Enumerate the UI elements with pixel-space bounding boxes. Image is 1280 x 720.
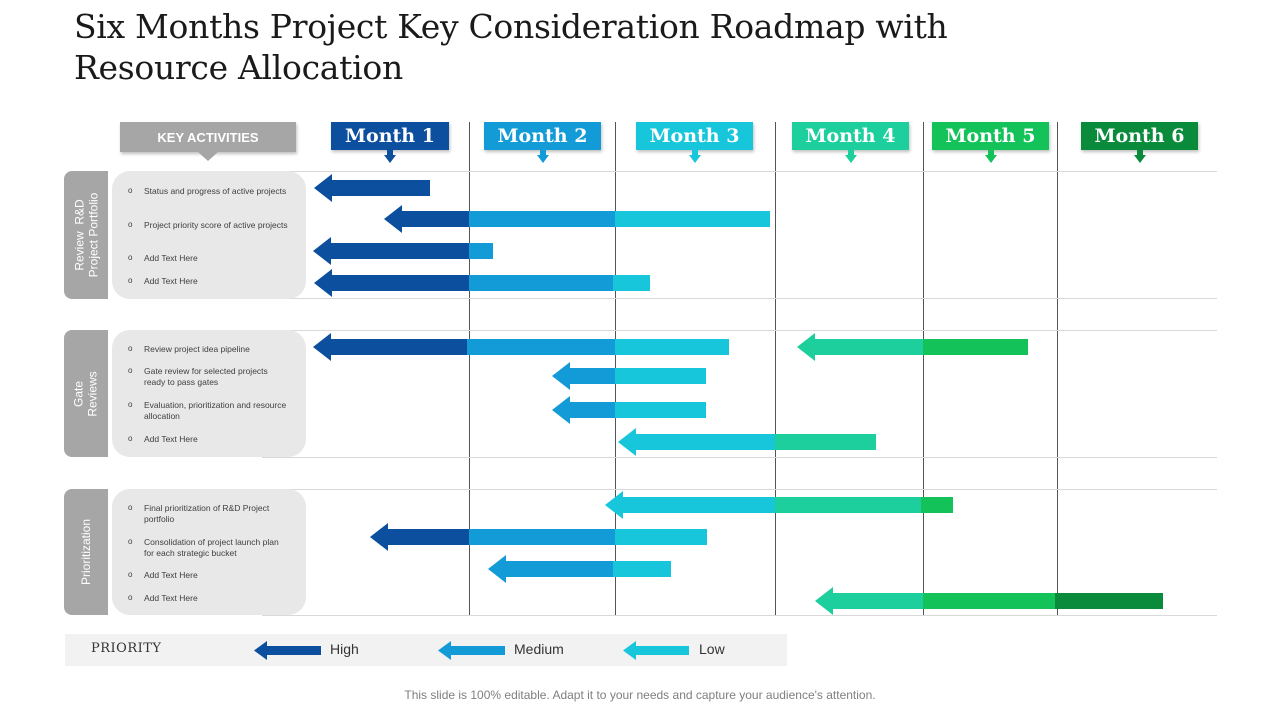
legend-medium-label: Medium [514,641,564,657]
divider-month-4-5 [923,122,924,615]
row-divider [262,171,1217,172]
month-3-header: Month 3 [636,122,753,163]
key-activities-header: KEY ACTIVITIES [120,122,296,161]
list-item: Add Text Here [128,433,288,445]
month-2-header: Month 2 [484,122,601,163]
list-item: Status and progress of active projects [128,185,288,197]
list-item: Gate review for selected projects ready … [128,365,288,388]
month-4-header: Month 4 [792,122,909,163]
gantt-arrow [815,587,1163,615]
gantt-arrow [605,491,953,519]
gantt-arrow [370,523,707,551]
section-label-prioritization: Prioritization [64,489,108,615]
gantt-arrow [313,237,493,265]
section-label-gate-reviews: Gate Reviews [64,330,108,457]
divider-month-3-4 [775,122,776,615]
slide-title: Six Months Project Key Consideration Roa… [74,7,948,87]
list-item: Add Text Here [128,592,288,604]
section-label-review-portfolio: Review R&D Project Portfolio [64,171,108,299]
list-item: Evaluation, prioritization and resource … [128,399,288,422]
list-item: Review project idea pipeline [128,343,288,355]
month-5-header: Month 5 [932,122,1049,163]
legend-high-label: High [330,641,359,657]
row-divider [262,615,1217,616]
list-item: Add Text Here [128,275,288,287]
gantt-arrow [313,333,729,361]
list-item: Project priority score of active project… [128,219,288,231]
divider-month-5-6 [1057,122,1058,615]
priority-legend [65,634,787,666]
key-activities-label: KEY ACTIVITIES [157,129,259,145]
down-arrow-icon [1133,149,1146,163]
month-1-header: Month 1 [331,122,449,163]
gantt-arrow [314,269,650,297]
divider-month-1-2 [469,122,470,615]
month-6-header: Month 6 [1081,122,1198,163]
list-item: Consolidation of project launch plan for… [128,536,288,559]
gantt-arrow [488,555,671,583]
gantt-arrow [797,333,1028,361]
priority-label: PRIORITY [91,641,162,656]
gantt-arrow [552,362,706,390]
row-divider [262,298,1217,299]
legend-low-label: Low [699,641,725,657]
down-arrow-icon [536,149,549,163]
list-item: Add Text Here [128,252,288,264]
row-divider [262,457,1217,458]
footer-note: This slide is 100% editable. Adapt it to… [404,688,876,702]
list-item: Final prioritization of R&D Project port… [128,502,288,525]
gantt-arrow [552,396,706,424]
row-divider [262,330,1217,331]
row-divider [262,489,1217,490]
gantt-arrow [384,205,770,233]
gantt-arrow [314,174,430,202]
down-arrow-icon [688,149,701,163]
down-arrow-icon [384,149,396,163]
list-item: Add Text Here [128,569,288,581]
down-arrow-icon [984,149,997,163]
gantt-arrow [618,428,876,456]
down-arrow-icon [844,149,857,163]
